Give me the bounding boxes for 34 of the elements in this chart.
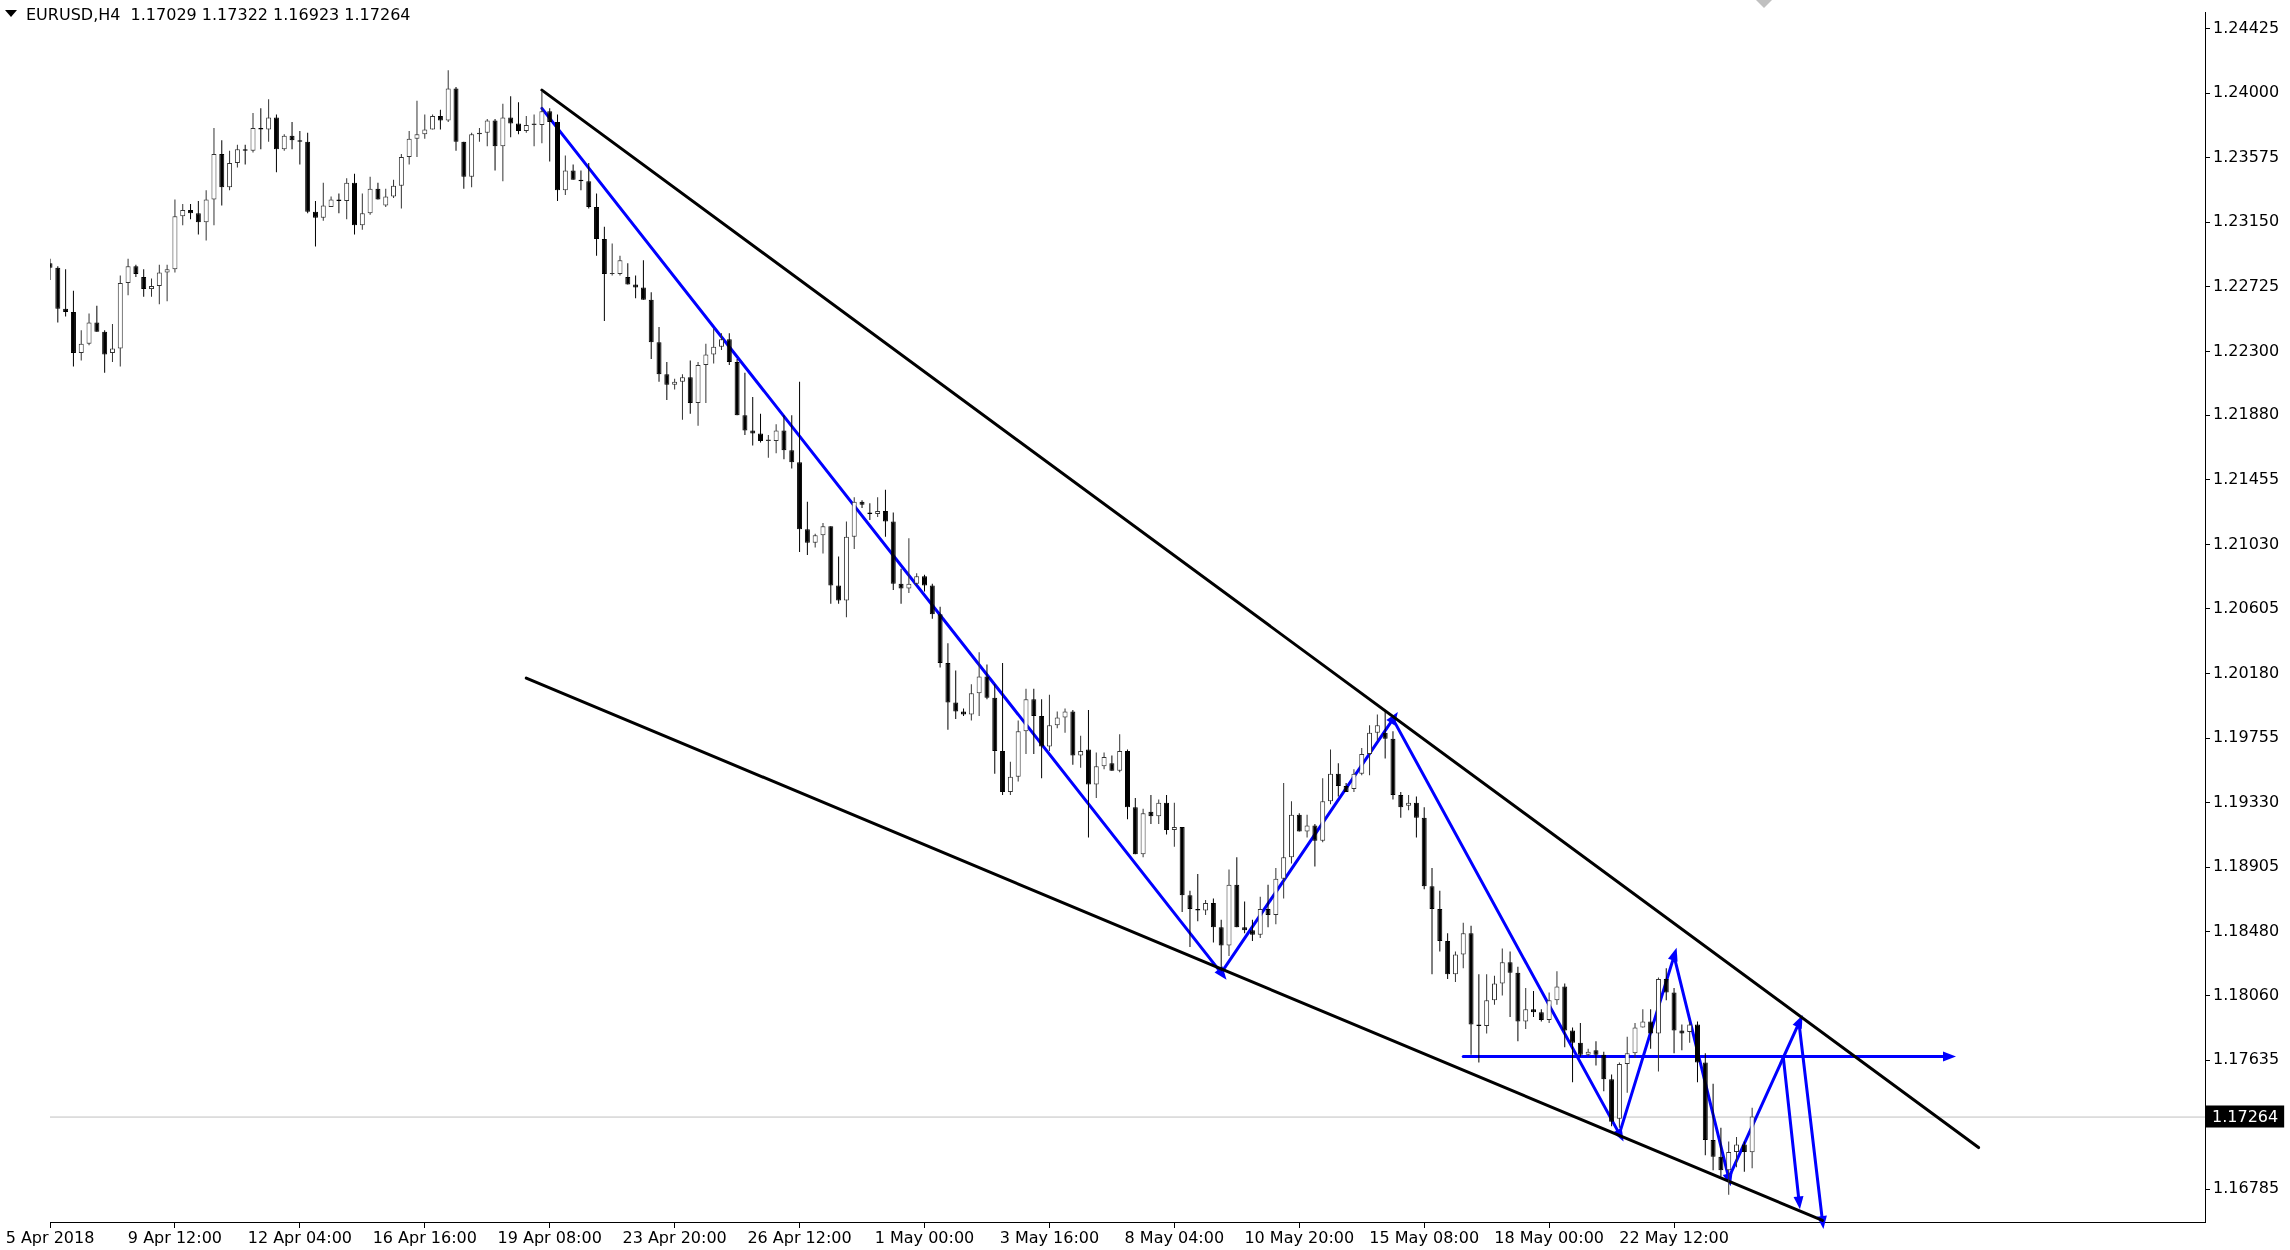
y-tick-label: 1.16785 xyxy=(2213,1178,2280,1198)
y-tick-label: 1.20605 xyxy=(2213,598,2280,618)
y-tick-label: 1.21455 xyxy=(2213,468,2280,488)
y-tick-label: 1.18480 xyxy=(2213,920,2280,940)
x-tick-label: 19 Apr 08:00 xyxy=(497,1227,602,1247)
x-tick-label: 9 Apr 12:00 xyxy=(127,1227,222,1247)
x-tick-label: 22 May 12:00 xyxy=(1619,1227,1729,1247)
x-tick-label: 16 Apr 16:00 xyxy=(372,1227,477,1247)
x-tick-label: 12 Apr 04:00 xyxy=(247,1227,353,1247)
x-tick-label: 18 May 00:00 xyxy=(1494,1227,1604,1247)
ref-line-label: 1.17264 xyxy=(2212,1106,2279,1126)
y-tick-label: 1.23150 xyxy=(2213,211,2280,231)
y-tick-label: 1.24425 xyxy=(2213,17,2280,37)
y-tick-label: 1.21030 xyxy=(2213,533,2280,553)
x-tick-label: 1 May 00:00 xyxy=(874,1227,975,1247)
y-tick-label: 1.20180 xyxy=(2213,662,2280,682)
y-tick-label: 1.22300 xyxy=(2213,340,2280,360)
y-tick-label: 1.19755 xyxy=(2213,727,2280,747)
y-tick-label: 1.17635 xyxy=(2213,1049,2280,1069)
y-tick-label: 1.19330 xyxy=(2213,791,2280,811)
y-tick-label: 1.18905 xyxy=(2213,856,2280,876)
y-tick-label: 1.18060 xyxy=(2213,984,2280,1004)
y-tick-label: 1.24000 xyxy=(2213,82,2280,102)
x-tick-label: 10 May 20:00 xyxy=(1244,1227,1355,1247)
y-tick-label: 1.21880 xyxy=(2213,404,2280,424)
x-tick-label: 23 Apr 20:00 xyxy=(622,1227,727,1247)
x-tick-label: 26 Apr 12:00 xyxy=(747,1227,852,1247)
x-tick-label: 3 May 16:00 xyxy=(999,1227,1100,1247)
chart-title: EURUSD,H4 1.17029 1.17322 1.16923 1.17264 xyxy=(26,5,411,24)
x-tick-label: 15 May 08:00 xyxy=(1369,1227,1480,1247)
y-tick-label: 1.22725 xyxy=(2213,276,2280,295)
y-tick-label: 1.23575 xyxy=(2213,146,2280,166)
x-tick-label: 8 May 04:00 xyxy=(1124,1227,1225,1247)
x-tick-label: 5 Apr 2018 xyxy=(5,1227,95,1247)
